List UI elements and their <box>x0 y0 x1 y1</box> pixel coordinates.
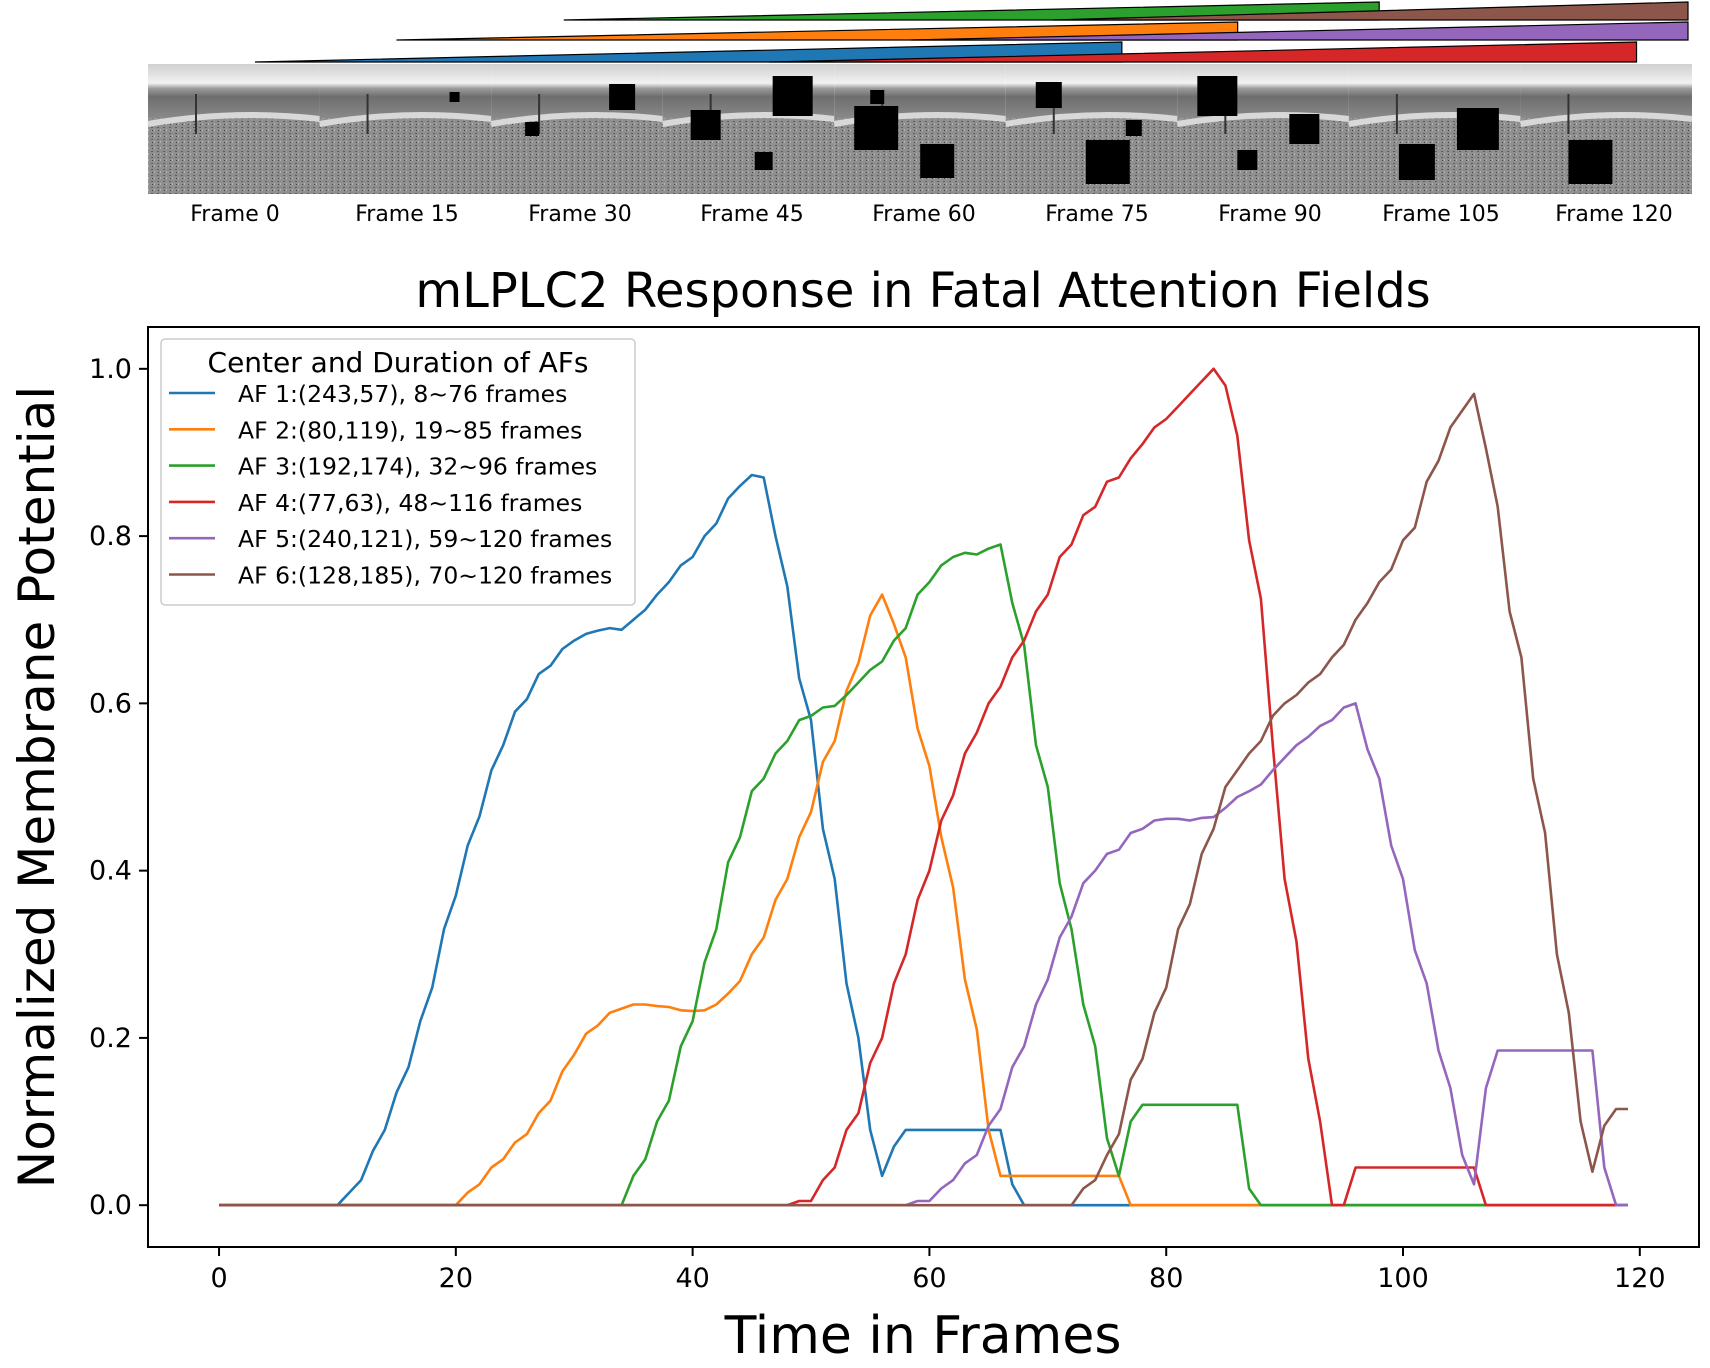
x-tick-label: 100 <box>1377 1263 1429 1294</box>
looming-square <box>1568 140 1613 184</box>
af-timeline-wedge <box>254 41 1123 63</box>
y-tick-label: 0.8 <box>89 521 132 552</box>
frame-thumbnail-road <box>319 112 492 127</box>
looming-square <box>1035 82 1062 108</box>
legend-entry-label: AF 3:(192,174), 32~96 frames <box>238 453 597 481</box>
frame-label: Frame 60 <box>872 202 976 227</box>
looming-square <box>1456 108 1499 150</box>
looming-square <box>854 106 899 150</box>
y-axis-ticks: 0.0 0.2 0.4 0.6 0.8 1.0 <box>89 354 148 1221</box>
frame-thumbnail-sky <box>148 64 320 119</box>
looming-square <box>1289 114 1320 144</box>
y-tick-label: 0.2 <box>89 1023 132 1054</box>
series-line-af-3 <box>219 543 1628 1207</box>
frame-thumbnail-road <box>662 112 835 127</box>
frame-thumbnail-road <box>1176 112 1350 127</box>
looming-square <box>1197 76 1238 116</box>
frame-thumbnail-road <box>147 112 320 127</box>
x-tick-label: 120 <box>1614 1263 1666 1294</box>
legend: Center and Duration of AFs AF 1:(243,57)… <box>160 338 636 606</box>
frame-thumbnail-ground <box>319 118 492 194</box>
af-timeline-wedge <box>1052 1 1689 21</box>
looming-square <box>870 90 885 104</box>
looming-square <box>772 76 813 116</box>
y-tick-label: 0.0 <box>89 1190 132 1221</box>
looming-square <box>690 110 721 140</box>
frame-label: Frame 105 <box>1382 202 1500 227</box>
looming-square <box>920 144 955 178</box>
frame-labels: Frame 0 Frame 15 Frame 30 Frame 45 Frame… <box>190 202 1673 227</box>
frame-thumbnail-sky <box>1520 64 1692 119</box>
frame-thumbnail-road <box>1005 112 1178 127</box>
x-tick-label: 20 <box>439 1263 473 1294</box>
legend-entries: AF 1:(243,57), 8~76 frames AF 2:(80,119),… <box>169 380 612 590</box>
looming-square <box>1398 144 1435 180</box>
series-line-af-4 <box>219 367 1628 1207</box>
x-tick-label: 60 <box>912 1263 946 1294</box>
frame-label: Frame 75 <box>1045 202 1149 227</box>
y-axis-label: Normalized Membrane Potential <box>8 386 66 1188</box>
frame-strip <box>147 64 1693 194</box>
series-lines <box>219 367 1628 1207</box>
frame-label: Frame 45 <box>700 202 804 227</box>
legend-entry-label: AF 1:(243,57), 8~76 frames <box>238 380 567 408</box>
legend-box <box>160 338 636 606</box>
looming-square <box>1085 140 1130 184</box>
looming-square <box>1237 150 1258 170</box>
legend-entry-label: AF 2:(80,119), 19~85 frames <box>238 416 582 444</box>
frame-thumbnail-ground <box>491 118 663 194</box>
legend-title: Center and Duration of AFs <box>208 346 589 379</box>
looming-square <box>754 152 773 170</box>
af-timeline-wedge <box>911 21 1689 41</box>
x-axis-ticks: 0 20 40 60 80 100 120 <box>210 1247 1666 1294</box>
frame-label: Frame 0 <box>190 202 280 227</box>
y-tick-label: 0.6 <box>89 688 132 719</box>
x-tick-label: 0 <box>210 1263 227 1294</box>
legend-entry-label: AF 5:(240,121), 59~120 frames <box>238 525 612 553</box>
plot-frame <box>147 326 1700 1248</box>
x-axis-label: Time in Frames <box>724 1306 1122 1364</box>
looming-square <box>609 84 636 110</box>
frame-thumbnail-ground <box>662 118 835 194</box>
series-line-af-1 <box>219 473 1628 1207</box>
frame-thumbnail-sky <box>491 64 663 119</box>
frame-thumbnail-ground <box>148 118 320 194</box>
legend-entry-label: AF 4:(77,63), 48~116 frames <box>238 489 582 517</box>
y-tick-label: 1.0 <box>89 354 132 385</box>
frame-label: Frame 30 <box>528 202 632 227</box>
looming-square <box>525 122 540 136</box>
x-tick-label: 40 <box>675 1263 709 1294</box>
af-timeline-wedge <box>396 21 1239 41</box>
frame-thumbnail-road <box>490 112 664 127</box>
chart-title: mLPLC2 Response in Fatal Attention Field… <box>415 263 1430 319</box>
frame-label: Frame 90 <box>1218 202 1322 227</box>
looming-square <box>1125 120 1142 136</box>
frame-label: Frame 120 <box>1555 202 1673 227</box>
af-timeline-wedges <box>254 1 1689 63</box>
series-line-af-2 <box>219 593 1628 1207</box>
frame-thumbnail-road <box>1348 112 1521 127</box>
frame-thumbnail-sky <box>319 64 492 119</box>
frame-thumbnail-road <box>1519 112 1693 127</box>
looming-square <box>449 92 460 102</box>
frame-label: Frame 15 <box>355 202 459 227</box>
y-tick-label: 0.4 <box>89 856 132 887</box>
x-tick-label: 80 <box>1149 1263 1183 1294</box>
af-timeline-wedge <box>769 41 1638 63</box>
frame-thumbnail-ground <box>1177 118 1349 194</box>
frame-thumbnail-sky <box>1005 64 1178 119</box>
legend-entry-label: AF 6:(128,185), 70~120 frames <box>238 562 612 590</box>
series-line-af-6 <box>219 392 1628 1207</box>
